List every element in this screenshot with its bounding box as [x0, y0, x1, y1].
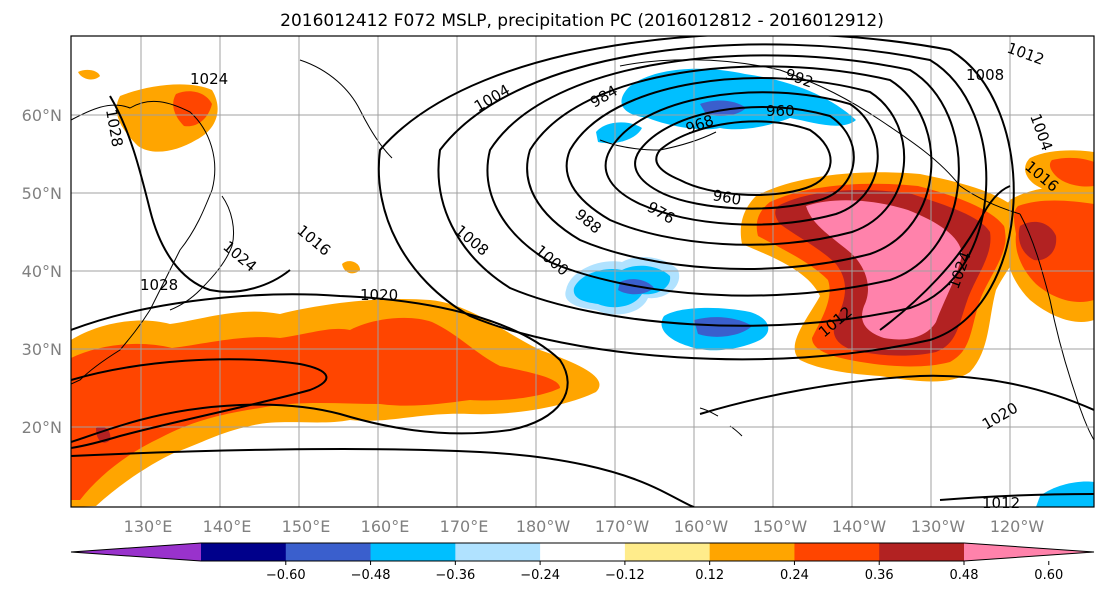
colorbar-tick-label: −0.48 [351, 568, 391, 583]
colorbar-block [370, 543, 456, 561]
longitude-label: 130°W [911, 517, 966, 536]
isobar-1000 [486, 54, 960, 297]
colorbar: −0.60 −0.48 −0.36 −0.24 −0.12 0.12 0.24 0.36 0.4… [70, 542, 1095, 583]
latitude-label: 30°N [22, 340, 62, 359]
colorbar-block [201, 543, 287, 561]
latitude-label: 50°N [22, 184, 62, 203]
longitude-label: 140°E [203, 517, 252, 536]
isobar-label: 1012 [982, 494, 1020, 512]
isobar-1028 [109, 95, 291, 293]
precip-positive-canada-core [1049, 157, 1094, 187]
coastline-asia [71, 100, 216, 385]
latitude-label: 60°N [22, 106, 62, 125]
longitude-label: 160°W [674, 517, 729, 536]
colorbar-tick-label: 0.48 [950, 568, 979, 583]
colorbar-extend-min [71, 543, 201, 561]
colorbar-tick-label: −0.36 [435, 568, 475, 583]
colorbar-tick-label: 0.60 [1034, 568, 1063, 583]
colorbar-block [285, 543, 372, 561]
longitude-label: 160°E [361, 517, 410, 536]
colorbar-ticks [285, 561, 1050, 565]
isobar-1016 [377, 36, 1015, 361]
longitude-label: 130°E [124, 517, 173, 536]
precipitation-shading [71, 68, 1094, 507]
isobar-label: 960 [766, 102, 795, 120]
isobar-976 [604, 91, 879, 226]
isobar-968 [634, 106, 855, 210]
map-title: 2016012412 F072 MSLP, precipitation PC (… [280, 11, 884, 31]
isobar-1012 [71, 448, 695, 507]
colorbar-tick-labels: −0.60 −0.48 −0.36 −0.24 −0.12 0.12 0.24 0.36 0.4… [266, 568, 1063, 583]
latitude-label: 40°N [22, 262, 62, 281]
precip-positive-small-2 [78, 69, 100, 80]
map-panel: 1024 1028 1004 984 992 1012 1008 1004 96… [22, 35, 1095, 536]
longitude-labels: 130°E 140°E 150°E 160°E 170°E 180°W 170°W 160°W… [124, 517, 1045, 536]
colorbar-tick-label: 0.36 [865, 568, 894, 583]
colorbar-tick-label: −0.12 [605, 568, 645, 583]
colorbar-tick-label: 0.24 [780, 568, 809, 583]
isobar-label: 1028 [140, 276, 178, 294]
colorbar-block [879, 543, 965, 561]
precip-positive-west-pacific-mid [71, 317, 560, 500]
longitude-label: 150°W [753, 517, 808, 536]
coastline-north-america [1019, 213, 1094, 441]
longitude-label: 120°W [990, 517, 1045, 536]
isobar-984 [565, 77, 906, 246]
isobar-960 [655, 120, 832, 196]
colorbar-tick-label: −0.24 [520, 568, 560, 583]
isobar-1020-east [699, 374, 1094, 415]
gridlines [71, 36, 1094, 507]
precip-negative-central-2-core [694, 317, 752, 337]
latitude-label: 20°N [22, 418, 62, 437]
colorbar-block [540, 543, 626, 561]
coastline-kamchatka [299, 59, 393, 159]
isobar-992 [526, 65, 933, 270]
isobar-1024-east [879, 185, 1011, 331]
longitude-label: 180°W [516, 517, 571, 536]
isobar-label: 1020 [360, 286, 398, 304]
longitude-label: 170°W [595, 517, 650, 536]
colorbar-block [455, 543, 541, 561]
colorbar-block [709, 543, 795, 561]
longitude-label: 140°W [832, 517, 887, 536]
colorbar-tick-label: 0.12 [695, 568, 724, 583]
isobar-1024-west [71, 358, 328, 449]
colorbar-extend-max [964, 543, 1094, 561]
isobars [71, 36, 1094, 507]
colorbar-block [794, 543, 880, 561]
longitude-label: 170°E [440, 517, 489, 536]
colorbar-block [624, 543, 711, 561]
precip-positive-ne-pacific-core [806, 200, 962, 340]
isobar-label: 960 [711, 186, 742, 209]
isobar-1008 [437, 43, 988, 327]
isobar-label: 1024 [190, 70, 228, 88]
isobar-1012-southeast [939, 493, 1094, 501]
longitude-label: 150°E [282, 517, 331, 536]
colorbar-tick-label: −0.60 [266, 568, 306, 583]
precip-positive-small-1 [342, 261, 360, 274]
map-frame [70, 35, 1095, 508]
isobar-label: 1008 [966, 66, 1004, 84]
isobar-1020 [71, 293, 569, 443]
latitude-labels: 60°N 50°N 40°N 30°N 20°N [22, 106, 62, 437]
colorbar-blocks [70, 542, 1095, 562]
colorbar-outline [70, 542, 1095, 562]
precip-negative-alaska [621, 68, 856, 130]
precip-positive-japan-core [173, 91, 212, 127]
